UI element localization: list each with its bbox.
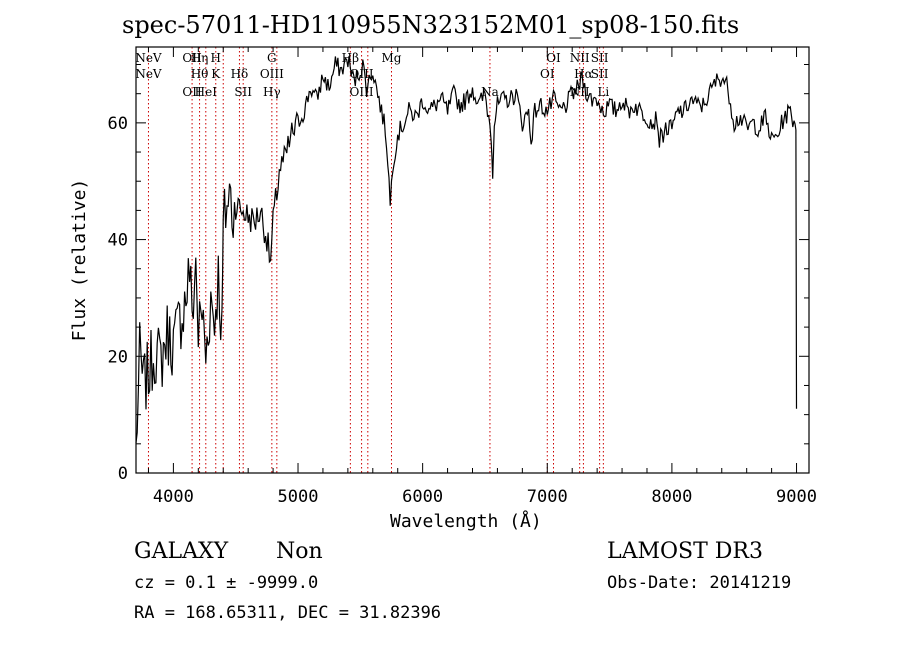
x-tick-label-8000: 8000 bbox=[651, 487, 692, 507]
line-label-1-top: OII bbox=[182, 51, 202, 65]
x-axis-label: Wavelength (Å) bbox=[390, 511, 542, 532]
coordinates-text: RA = 168.65311, DEC = 31.82396 bbox=[134, 603, 442, 623]
line-label-0-top: NeV bbox=[135, 51, 162, 65]
y-tick-label-60: 60 bbox=[108, 114, 128, 134]
line-label-19-top: SII bbox=[591, 51, 609, 65]
x-tick-label-4000: 4000 bbox=[153, 487, 194, 507]
y-axis-label: Flux (relative) bbox=[69, 178, 90, 342]
line-label-19-mid: SII bbox=[591, 67, 609, 81]
line-label-11-bot: OIII bbox=[350, 85, 374, 99]
chart-title: spec-57011-HD110955N323152M01_sp08-150.f… bbox=[122, 11, 740, 39]
line-label-3-bot: HeI bbox=[195, 85, 218, 99]
line-label-17-bot: NII bbox=[570, 85, 590, 99]
line-label-2-top: Hη bbox=[191, 51, 209, 65]
y-tick-label-40: 40 bbox=[108, 231, 128, 251]
x-tick-label-7000: 7000 bbox=[527, 487, 568, 507]
object-subclass: Non bbox=[276, 539, 323, 564]
line-label-11-mid: OIII bbox=[350, 67, 374, 81]
line-label-15-mid: OI bbox=[540, 67, 555, 81]
axis-ticks: 4000 5000 6000 7000 8000 9000 0 20 40 60 bbox=[108, 47, 817, 507]
line-label-8-bot: Hγ bbox=[263, 85, 281, 99]
line-label-20-bot: Li bbox=[597, 85, 609, 99]
line-label-4-top: H bbox=[211, 51, 221, 65]
spectrum-line bbox=[135, 55, 798, 443]
line-label-1-bot: OII bbox=[182, 85, 202, 99]
line-label-18-mid: Hα bbox=[574, 67, 593, 81]
line-label-17-top: NII bbox=[570, 51, 590, 65]
emission-line-markers bbox=[147, 47, 604, 473]
redshift-text: cz = 0.1 ± -9999.0 bbox=[134, 573, 319, 593]
line-label-14-bot: Na bbox=[481, 85, 499, 99]
line-label-2-mid: Hθ bbox=[191, 67, 209, 81]
line-label-8-mid: OIII bbox=[260, 67, 284, 81]
line-label-13-top: Mg bbox=[382, 51, 402, 65]
plot-frame bbox=[135, 46, 810, 474]
y-tick-label-20: 20 bbox=[108, 347, 128, 367]
x-tick-label-5000: 5000 bbox=[278, 487, 319, 507]
line-label-16-top: OI bbox=[546, 51, 561, 65]
object-class: GALAXY bbox=[134, 539, 229, 564]
x-tick-label-9000: 9000 bbox=[776, 487, 817, 507]
line-label-7-bot: SII bbox=[234, 85, 252, 99]
x-tick-label-6000: 6000 bbox=[402, 487, 443, 507]
line-label-0-mid: NeV bbox=[135, 67, 162, 81]
line-label-6-mid: Hδ bbox=[231, 67, 249, 81]
line-label-10-top: Hβ bbox=[342, 51, 359, 65]
obs-date-text: Obs-Date: 20141219 bbox=[607, 573, 792, 593]
y-tick-label-0: 0 bbox=[118, 464, 128, 484]
survey-name: LAMOST DR3 bbox=[607, 539, 763, 564]
line-label-8-top: G bbox=[267, 51, 277, 65]
line-label-4-mid: K bbox=[211, 67, 221, 81]
